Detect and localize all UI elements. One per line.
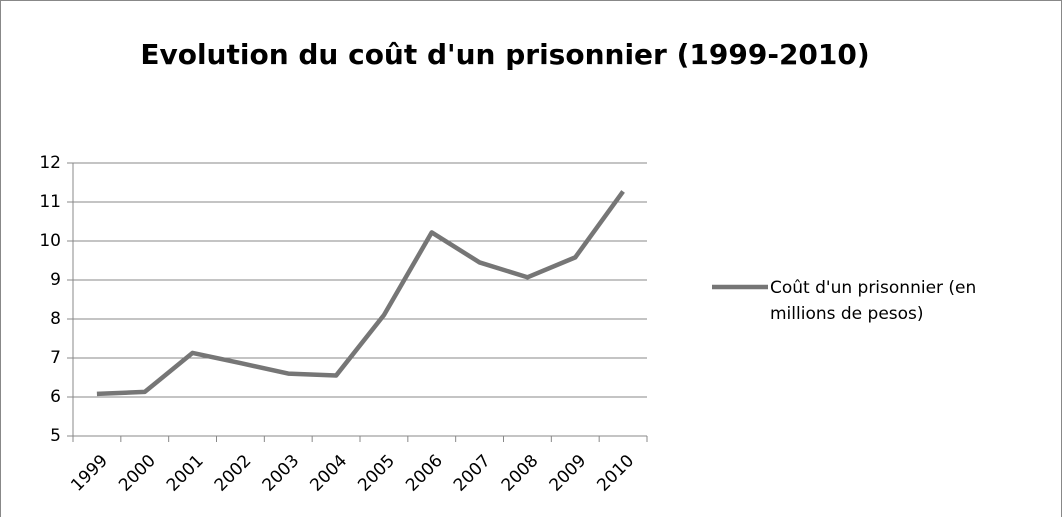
series-line (96, 190, 625, 397)
y-tick-label: 8 (50, 309, 61, 329)
legend-label: Coût d'un prisonnier (en millions de pes… (770, 278, 977, 324)
y-tick-label: 5 (50, 426, 61, 446)
y-tick-label: 11 (39, 192, 61, 212)
y-tick-label: 12 (39, 153, 61, 173)
y-tick-label: 9 (50, 270, 61, 290)
y-tick-label: 6 (50, 387, 61, 407)
chart-title: Evolution du coût d'un prisonnier (1999-… (140, 38, 869, 71)
y-tick-label: 10 (39, 231, 61, 251)
y-tick-label: 7 (50, 348, 61, 368)
